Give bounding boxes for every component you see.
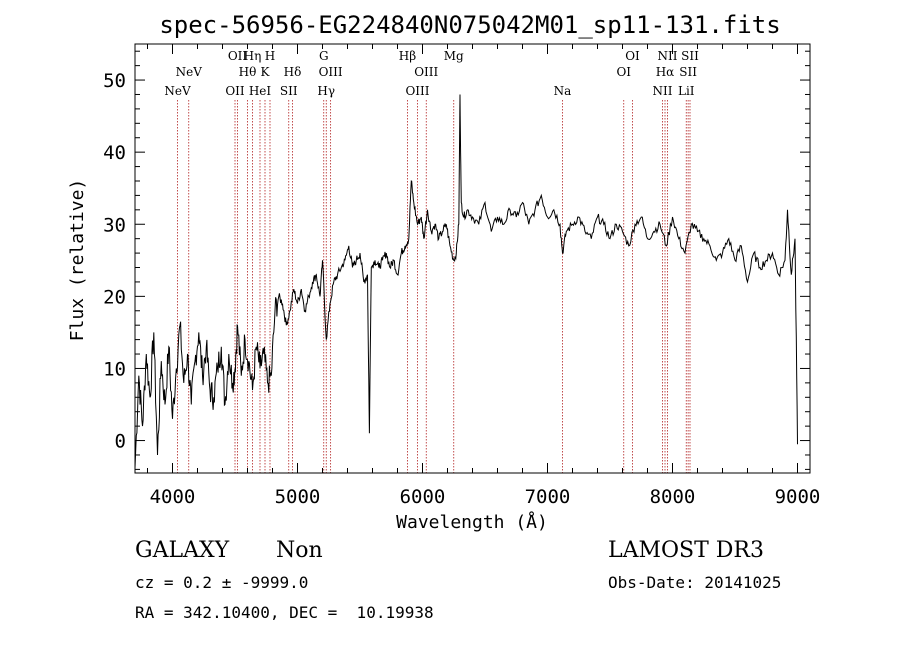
marker-label-2: OII	[225, 84, 245, 98]
x-axis-label: Wavelength (Å)	[396, 511, 548, 533]
y-axis-label: Flux (relative)	[67, 179, 88, 342]
y-tick-label-40: 40	[103, 142, 126, 164]
marker-label-5: Hη	[244, 49, 262, 63]
marker-label-24: LiI	[678, 84, 695, 98]
marker-label-15: OIII	[405, 84, 429, 98]
y-tick-label-20: 20	[103, 286, 126, 308]
y-tick-label-30: 30	[103, 214, 126, 236]
marker-label-16: OIII	[414, 65, 438, 79]
marker-label-6: HeI	[249, 84, 272, 98]
x-tick-label-8000: 8000	[650, 486, 696, 508]
marker-label-21: NII	[653, 84, 673, 98]
x-tick-label-6000: 6000	[400, 486, 446, 508]
marker-label-7: K	[261, 65, 271, 79]
y-tick-label-10: 10	[103, 358, 126, 380]
line-markers: NeV NeV OII OII Hθ Hη HeI KH SII Hδ G Hγ OIII Hβ OIII O…	[164, 49, 699, 473]
axis-ticks: 4000 5000 6000 7000 8000 9000 0 10 20 30 40 50	[103, 44, 820, 508]
marker-label-14: Hβ	[399, 49, 416, 63]
marker-label-26: SII	[681, 49, 699, 63]
plot-frame	[134, 43, 811, 474]
marker-label-25: SII	[679, 65, 697, 79]
marker-label-23: NII	[658, 49, 678, 63]
marker-label-13: OIII	[319, 65, 343, 79]
x-tick-label-9000: 9000	[775, 486, 821, 508]
marker-label-12: Hγ	[317, 84, 335, 98]
marker-label-9: SII	[280, 84, 298, 98]
marker-label-0: NeV	[164, 84, 191, 98]
chart-title: spec-56956-EG224840N075042M01_sp11-131.f…	[159, 11, 780, 39]
marker-label-4: Hθ	[239, 65, 257, 79]
x-tick-label-5000: 5000	[275, 486, 321, 508]
y-tick-label-0: 0	[115, 431, 126, 453]
marker-label-18: Na	[554, 84, 572, 98]
redshift-text: cz = 0.2 ± -9999.0	[135, 573, 309, 592]
marker-label-17: Mg	[444, 49, 464, 63]
marker-label-1: NeV	[176, 65, 203, 79]
object-class: GALAXY	[135, 538, 230, 563]
marker-label-22: Hα	[656, 65, 675, 79]
x-tick-label-7000: 7000	[525, 486, 571, 508]
object-subclass: Non	[276, 538, 323, 563]
marker-label-20: OI	[625, 49, 640, 63]
x-tick-label-4000: 4000	[150, 486, 196, 508]
marker-label-19: OI	[616, 65, 631, 79]
marker-label-3: OII	[228, 49, 248, 63]
coordinates: RA = 342.10400, DEC = 10.19938	[135, 603, 434, 622]
obs-date: Obs-Date: 20141025	[608, 573, 782, 592]
spectrum-line	[134, 94, 798, 469]
marker-label-8: H	[265, 49, 275, 63]
marker-label-10: Hδ	[284, 65, 302, 79]
y-tick-label-50: 50	[103, 70, 126, 92]
marker-label-11: G	[319, 49, 329, 63]
survey-name: LAMOST DR3	[608, 538, 764, 563]
